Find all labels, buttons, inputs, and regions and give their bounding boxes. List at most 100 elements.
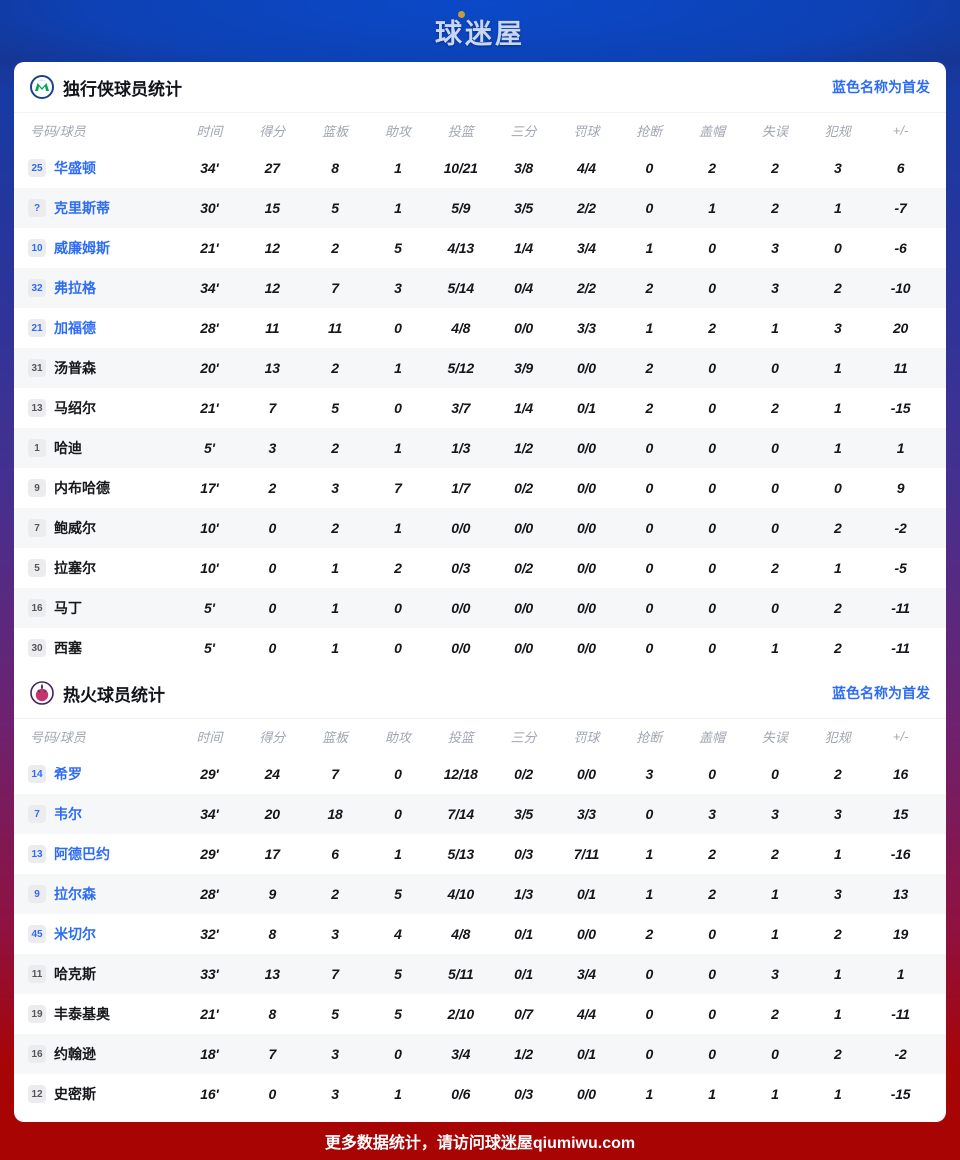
stat-cell: 0 — [708, 360, 716, 376]
site-logo: 球迷屋 — [435, 10, 525, 51]
stat-cell: -11 — [891, 1006, 910, 1022]
stat-cell: 9 — [268, 886, 277, 902]
column-header: 号码/球员 — [30, 730, 86, 745]
stat-cell: 1 — [708, 1086, 716, 1102]
stat-cell: 1 — [771, 640, 779, 656]
stat-cell: 24 — [264, 766, 280, 782]
table-row: 11 哈克斯 33' 13 7 5 5/11 0/1 3/4 0 0 3 1 1 — [14, 954, 946, 994]
player-number-badge: 30 — [28, 639, 46, 657]
table-row: 7 鲍威尔 10' 0 2 1 0/0 0/0 0/0 0 0 0 2 -2 — [14, 508, 946, 548]
stat-cell: 6 — [331, 846, 339, 862]
player-cell: 31 汤普森 — [28, 358, 178, 378]
stat-cell: 0/0 — [514, 600, 533, 616]
stat-cell: 3 — [833, 160, 842, 176]
stat-cell: 0/1 — [514, 966, 533, 982]
stat-cell: 34' — [200, 806, 219, 822]
stat-cell: 8 — [268, 926, 277, 942]
stat-cell: 0/3 — [451, 560, 471, 576]
player-number-badge: 14 — [28, 765, 46, 783]
stat-cell: 0/7 — [514, 1006, 533, 1022]
stat-cell: 3 — [331, 926, 339, 942]
player-name: 希罗 — [54, 766, 82, 782]
player-cell: 14 希罗 — [28, 764, 178, 784]
stat-cell: 0/0 — [576, 1086, 596, 1102]
player-cell: 19 丰泰基奥 — [28, 1004, 178, 1024]
stat-cell: 28' — [200, 320, 219, 336]
stat-cell: 5/9 — [451, 200, 471, 216]
stat-cell: 2 — [833, 280, 842, 296]
stat-cell: 5 — [394, 886, 402, 902]
stat-cell: 1 — [896, 966, 905, 982]
player-number-badge: 7 — [28, 805, 46, 823]
stat-cell: 0/0 — [451, 600, 471, 616]
stat-cell: 5 — [394, 240, 402, 256]
stat-cell: 1 — [833, 400, 842, 416]
stat-cell: 2 — [833, 520, 842, 536]
stat-cell: 8 — [268, 1006, 277, 1022]
stat-cell: -15 — [890, 1086, 911, 1102]
stat-cell: 0/0 — [576, 440, 596, 456]
stat-cell: 10/21 — [443, 160, 478, 176]
stat-cell: 1 — [394, 440, 402, 456]
stat-cell: 1 — [771, 320, 779, 336]
footer-link[interactable]: 更多数据统计，请访问球迷屋qiumiwu.com — [324, 1135, 636, 1152]
stat-cell: 16' — [200, 1086, 219, 1102]
stat-cell: 2 — [771, 1006, 779, 1022]
stat-cell: -5 — [894, 560, 907, 576]
stat-cell: 0/0 — [576, 480, 596, 496]
column-header: 抢断 — [636, 730, 663, 745]
stat-cell: 0 — [645, 966, 654, 982]
stat-cell: 1 — [645, 846, 654, 862]
stat-cell: 21' — [200, 240, 219, 256]
stat-cell: 4/13 — [447, 240, 475, 256]
stat-cell: 0 — [708, 1046, 716, 1062]
player-table-heat: 14 希罗 29' 24 7 0 12/18 0/2 0/0 3 0 0 2 16 7 韦尔 34' 2… — [14, 754, 946, 1114]
stat-cell: 1 — [394, 160, 402, 176]
stat-cell: 2 — [708, 160, 716, 176]
stat-cell: 1 — [331, 600, 339, 616]
column-header: 助攻 — [384, 124, 411, 139]
stat-cell: 0/0 — [451, 640, 471, 656]
stat-cell: 5/11 — [448, 966, 474, 982]
footer-bar: 更多数据统计，请访问球迷屋qiumiwu.com — [0, 1122, 960, 1160]
stat-cell: 0 — [708, 640, 716, 656]
stat-cell: 1/3 — [514, 886, 533, 902]
table-row: 5 拉塞尔 10' 0 1 2 0/3 0/2 0/0 0 0 2 1 -5 — [14, 548, 946, 588]
stat-cell: 1 — [394, 360, 402, 376]
stat-cell: 0 — [708, 766, 716, 782]
player-cell: 10 威廉姆斯 — [28, 238, 178, 258]
stat-cell: 2 — [331, 360, 339, 376]
player-name: 马丁 — [54, 600, 82, 616]
player-name: 加福德 — [54, 320, 96, 336]
player-number-badge: ? — [28, 199, 46, 217]
stat-cell: 30' — [200, 200, 219, 216]
stat-cell: 0 — [268, 600, 277, 616]
player-cell: 32 弗拉格 — [28, 278, 178, 298]
stat-cell: 5 — [331, 1006, 339, 1022]
player-name: 华盛顿 — [54, 160, 96, 176]
stat-cell: 2 — [331, 240, 339, 256]
stat-cell: 17 — [264, 846, 280, 862]
table-row: 13 阿德巴约 29' 17 6 1 5/13 0/3 7/11 1 2 2 1 -16 — [14, 834, 946, 874]
stat-cell: 29' — [200, 766, 219, 782]
stat-cell: 2 — [331, 440, 339, 456]
stat-cell: 19 — [892, 926, 909, 942]
stat-cell: 7 — [331, 966, 339, 982]
stat-cell: 3/8 — [514, 160, 533, 176]
stat-cell: 2 — [833, 766, 842, 782]
stat-cell: 3 — [771, 966, 779, 982]
player-name: 克里斯蒂 — [54, 200, 110, 216]
stat-cell: 0 — [708, 926, 716, 942]
table-row: 10 威廉姆斯 21' 12 2 5 4/13 1/4 3/4 1 0 3 0 -6 — [14, 228, 946, 268]
column-header: 抢断 — [636, 124, 663, 139]
player-number-badge: 12 — [28, 1085, 46, 1103]
player-number-badge: 21 — [28, 319, 46, 337]
stat-cell: 3 — [331, 1046, 339, 1062]
stat-cell: 0/2 — [514, 766, 533, 782]
player-cell: 45 米切尔 — [28, 924, 178, 944]
stat-cell: 0/0 — [576, 600, 596, 616]
player-number-badge: 19 — [28, 1005, 46, 1023]
player-name: 哈克斯 — [54, 966, 96, 982]
stat-cell: 7 — [394, 480, 402, 496]
player-cell: 30 西塞 — [28, 638, 178, 658]
